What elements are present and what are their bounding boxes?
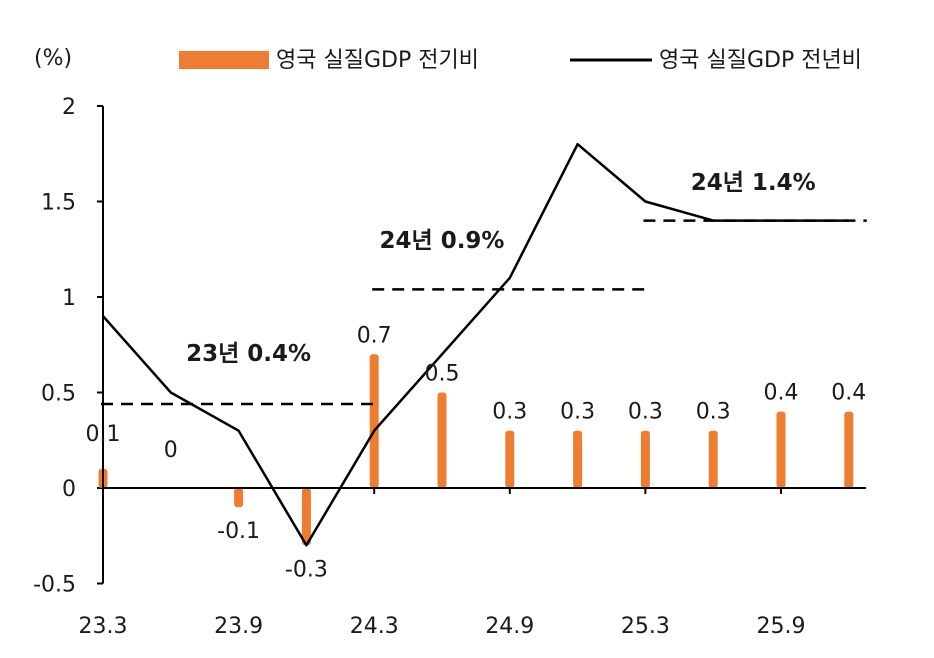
bar-value-label: 0.3 bbox=[628, 400, 663, 425]
bar-value-label: 0.1 bbox=[86, 422, 121, 447]
bar-value-label: 0.3 bbox=[560, 400, 595, 425]
yoy-line bbox=[102, 142, 849, 547]
y-tick-label: 1.5 bbox=[41, 191, 76, 216]
bar bbox=[708, 430, 718, 488]
bar bbox=[776, 411, 786, 488]
bar bbox=[844, 411, 854, 488]
bar-value-label: 0.4 bbox=[764, 381, 799, 406]
bar-value-label: -0.3 bbox=[285, 557, 328, 582]
legend-bar-label: 영국 실질GDP 전기비 bbox=[276, 48, 479, 73]
annotations: 23년 0.4% 24년 0.9% 24년 1.4% bbox=[186, 170, 816, 367]
annual-average-label: 24년 1.4% bbox=[691, 170, 816, 196]
x-tick-label: 23.3 bbox=[79, 614, 128, 639]
axes bbox=[102, 106, 866, 584]
y-tick-label: -0.5 bbox=[33, 573, 76, 598]
bar-value-label: 0.5 bbox=[425, 362, 460, 387]
bar-series bbox=[98, 354, 854, 546]
bar-value-label: 0 bbox=[164, 438, 178, 463]
bar bbox=[640, 430, 650, 488]
x-tick-label: 24.3 bbox=[350, 614, 399, 639]
legend-line-label: 영국 실질GDP 전년비 bbox=[659, 48, 862, 73]
legend-bar-swatch bbox=[179, 51, 269, 69]
bar-value-label: 0.7 bbox=[357, 323, 392, 348]
y-tick-label: 0.5 bbox=[41, 382, 76, 407]
bar bbox=[234, 488, 244, 508]
bar bbox=[301, 488, 311, 546]
bar-value-label: 0.4 bbox=[831, 381, 866, 406]
y-tick-label: 0 bbox=[62, 477, 76, 502]
bar bbox=[437, 392, 447, 488]
data-labels: 0.1 0 -0.1 -0.3 0.7 0.5 0.3 0.3 0.3 0.3 0.4 0.4 bbox=[86, 323, 867, 582]
bar bbox=[369, 354, 379, 488]
bar-value-label: 0.3 bbox=[492, 400, 527, 425]
x-tick-label: 25.9 bbox=[757, 614, 806, 639]
y-axis: 2 1.5 1 0.5 0 -0.5 bbox=[33, 95, 103, 598]
bar bbox=[505, 430, 515, 488]
y-unit-label: (%) bbox=[34, 46, 72, 71]
legend: 영국 실질GDP 전기비 영국 실질GDP 전년비 bbox=[179, 48, 862, 73]
bar bbox=[573, 430, 583, 488]
y-tick-label: 2 bbox=[62, 95, 76, 120]
x-axis: 23.3 23.9 24.3 24.9 25.3 25.9 bbox=[79, 488, 806, 639]
x-tick-label: 23.9 bbox=[214, 614, 263, 639]
x-tick-label: 25.3 bbox=[621, 614, 670, 639]
line-series bbox=[102, 142, 849, 547]
y-tick-label: 1 bbox=[62, 286, 76, 311]
annual-average-label: 23년 0.4% bbox=[186, 341, 311, 367]
annual-average-label: 24년 0.9% bbox=[380, 228, 505, 254]
x-tick-label: 24.9 bbox=[485, 614, 534, 639]
bar-value-label: 0.3 bbox=[696, 400, 731, 425]
bar-value-label: -0.1 bbox=[217, 519, 260, 544]
